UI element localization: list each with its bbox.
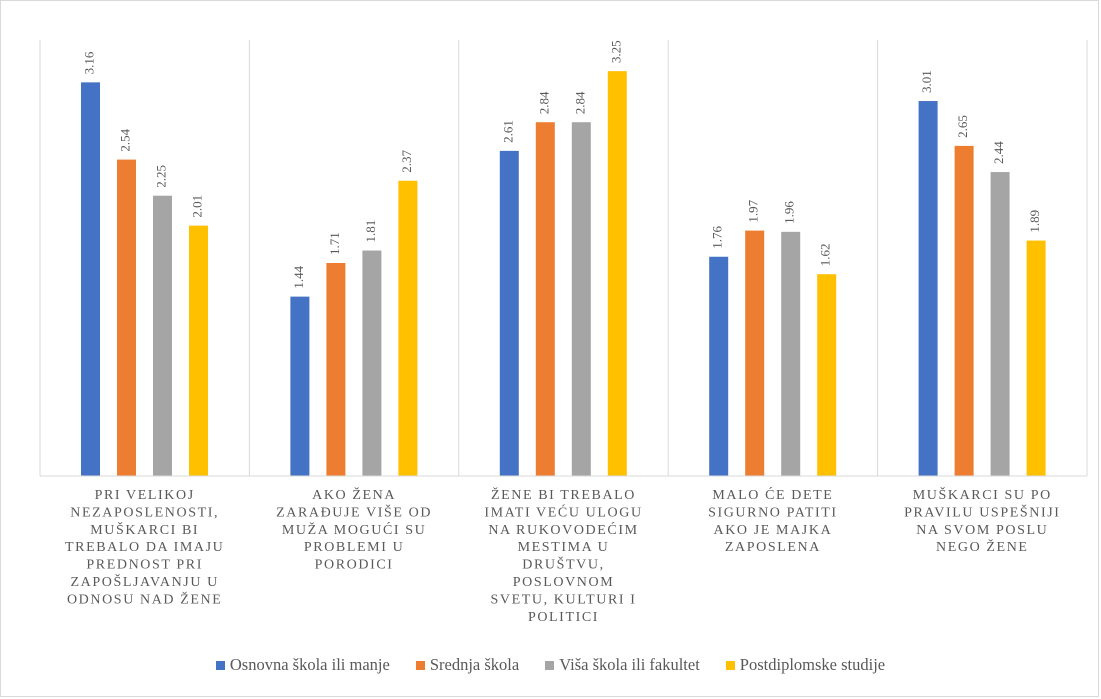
legend-swatch-srednja [415,660,425,670]
category-label-line: AKO JE MAJKA [714,523,833,538]
category-label-line: POLITICI [528,610,599,625]
bar [290,296,310,476]
data-label: 2.54 [117,128,132,151]
category-label-line: NEGO ŽENE [936,538,1029,555]
legend-item-postdiplomske: Postdiplomske studije [725,655,886,675]
legend-swatch-visa [545,660,555,670]
data-label: 2.61 [500,120,515,143]
data-label: 2.84 [572,91,587,114]
category-label-line: MESTIMA U [518,540,610,555]
bar [398,180,418,476]
data-label: 1.97 [746,199,761,222]
data-label: 2.01 [189,195,204,218]
data-label: 2.84 [536,91,551,114]
bar [499,150,519,476]
bars [81,71,1046,477]
category-label-line: DRUŠTVU, [522,556,604,573]
legend-swatch-osnovna [215,660,225,670]
legend-label-postdiplomske: Postdiplomske studije [739,655,886,674]
legend-label-srednja: Srednja škola [429,655,520,674]
legend-item-srednja: Srednja škola [415,655,520,675]
category-label-line: PORODICI [315,558,394,573]
bar [781,231,801,476]
data-label: 2.65 [955,115,970,138]
data-label: 3.25 [608,40,623,63]
category-label-line: MUŽA MOGUĆI SU [282,521,427,538]
data-label: 1.62 [818,243,833,266]
category-label-line: SVETU, KULTURI I [490,592,636,607]
bar [990,172,1010,476]
category-label-line: TREBALO DA IMAJU [65,540,224,555]
data-label: 1.71 [327,232,342,255]
category-label-line: NA SVOM POSLU [916,523,1048,538]
bar [954,145,974,476]
category-label-line: ZAPOSLENA [725,540,821,555]
data-labels: 3.16 2.54 2.25 2.01 1.44 1.71 1.81 2.37 2.61 2.84… [81,40,1042,288]
category-label-line: ŽENE BI TREBALO [491,486,636,503]
legend: Osnovna škola ili manje Srednja škola Vi… [0,655,1101,675]
legend-item-osnovna: Osnovna škola ili manje [215,655,390,675]
data-label: 2.44 [991,141,1006,164]
data-label: 1.76 [710,226,725,249]
data-label: 1.96 [782,201,797,224]
category-axis-labels: PRI VELIKOJ NEZAPOSLENOSTI,MUŠKARCI BI TRE… [65,486,1060,625]
bar [607,71,627,477]
category-label-line: PRAVILU USPEŠNIJI [904,503,1060,520]
legend-label-visa: Viša škola ili fakultet [559,655,700,674]
bar [817,274,837,476]
bar [745,230,765,476]
data-label: 2.37 [399,150,414,173]
bar [326,262,346,476]
category-separators [39,40,1088,476]
category-label-line: MALO ĆE DETE [712,486,833,503]
chart-plot: 3.16 2.54 2.25 2.01 1.44 1.71 1.81 2.37 2.61 2.84… [39,40,1088,625]
bar [362,250,382,476]
category-label-line: ODNOSU NAD ŽENE [67,590,222,607]
data-label: 3.16 [81,51,96,74]
category-label-line: PRI VELIKOJ [95,488,195,503]
bar [571,122,591,477]
bar [1026,240,1046,476]
category-label-line: SIGURNO PATITI [708,505,838,520]
category-label-line: MUŠKARCI SU PO [913,486,1052,503]
data-label: 3.01 [919,70,934,93]
bar [918,101,938,476]
data-label: 1.89 [1027,210,1042,233]
legend-label-osnovna: Osnovna škola ili manje [229,655,390,674]
category-label-line: POSLOVNOM [513,575,615,590]
category-label-line: NEZAPOSLENOSTI, [70,505,219,520]
bar [709,256,729,476]
data-label: 1.44 [291,265,306,288]
category-label-line: NA RUKOVODEĆIM [488,521,638,538]
category-label-line: ZARAĐUJE VIŠE OD [276,503,432,520]
bar [535,122,555,477]
legend-item-visa: Viša škola ili fakultet [545,655,700,675]
data-label: 1.81 [363,220,378,243]
category-label-line: PROBLEMI U [304,540,404,555]
legend-swatch-postdiplomske [725,660,735,670]
data-label: 2.25 [153,165,168,188]
category-label-line: IMATI VEĆU ULOGU [484,503,642,520]
bar [117,159,136,477]
bar [81,82,100,477]
category-label-line: MUŠKARCI BI [90,521,199,538]
category-label-line: ZAPOŠLJAVANJU U [71,573,219,590]
bar [189,225,208,476]
bar [153,195,172,476]
category-label-line: PREDNOST PRI [86,558,203,573]
category-label-line: AKO ŽENA [312,486,396,503]
